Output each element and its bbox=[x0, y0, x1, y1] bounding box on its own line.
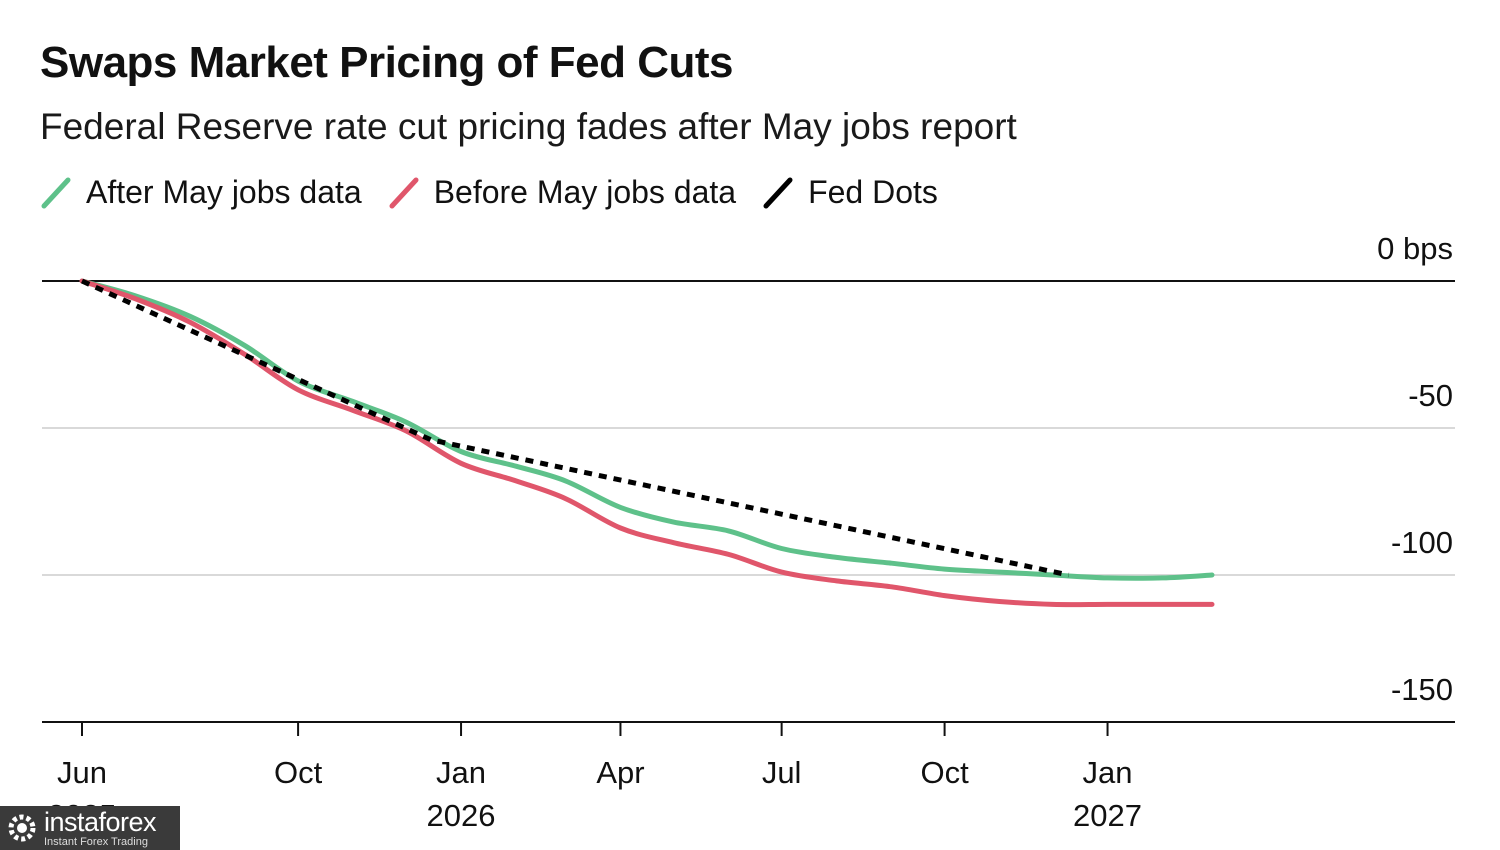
series-line-fed-dots bbox=[80, 278, 1070, 578]
y-tick-label: 0 bps bbox=[1377, 231, 1453, 266]
x-tick-label: Jun bbox=[57, 755, 107, 790]
x-tick-label: Oct bbox=[920, 755, 969, 790]
legend-swatch-fed-dots bbox=[763, 177, 793, 209]
chart-subtitle: Federal Reserve rate cut pricing fades a… bbox=[40, 106, 1017, 147]
x-axis: Jun2025OctJan2026AprJulOctJan2027 bbox=[48, 722, 1142, 833]
legend-label-fed-dots: Fed Dots bbox=[808, 173, 938, 210]
legend-swatch-after bbox=[41, 177, 71, 209]
x-tick-year-label: 2026 bbox=[427, 798, 496, 833]
legend-label-after: After May jobs data bbox=[86, 173, 362, 210]
series-line-after-may-jobs bbox=[79, 278, 1215, 581]
x-tick-label: Apr bbox=[596, 755, 644, 790]
legend-item-after: After May jobs data bbox=[40, 174, 362, 211]
x-tick-label: Jan bbox=[436, 755, 486, 790]
x-tick-label: Jul bbox=[762, 755, 802, 790]
grid-layer bbox=[42, 280, 1455, 723]
y-tick-label: -100 bbox=[1391, 525, 1453, 560]
y-tick-label: -150 bbox=[1391, 672, 1453, 707]
chart-legend: After May jobs data Before May jobs data… bbox=[40, 170, 938, 214]
watermark-brand: instaforex bbox=[44, 806, 157, 837]
legend-swatch-before bbox=[389, 177, 419, 209]
legend-item-fed-dots: Fed Dots bbox=[762, 174, 938, 211]
series-layer bbox=[79, 278, 1215, 608]
series-line-before-may-jobs bbox=[79, 278, 1215, 608]
x-tick-year-label: 2027 bbox=[1073, 798, 1142, 833]
legend-label-before: Before May jobs data bbox=[433, 173, 737, 210]
legend-item-before: Before May jobs data bbox=[388, 174, 736, 211]
x-tick-label: Jan bbox=[1083, 755, 1133, 790]
chart-title: Swaps Market Pricing of Fed Cuts bbox=[40, 38, 734, 87]
watermark-tagline: Instant Forex Trading bbox=[44, 835, 148, 848]
x-tick-label: Oct bbox=[274, 755, 323, 790]
gear-logo-icon bbox=[8, 814, 36, 842]
y-tick-label: -50 bbox=[1408, 378, 1453, 413]
y-axis-labels: 0 bps -50 -100 -150 bbox=[1377, 231, 1453, 707]
watermark-badge: instaforex Instant Forex Trading bbox=[0, 806, 180, 850]
